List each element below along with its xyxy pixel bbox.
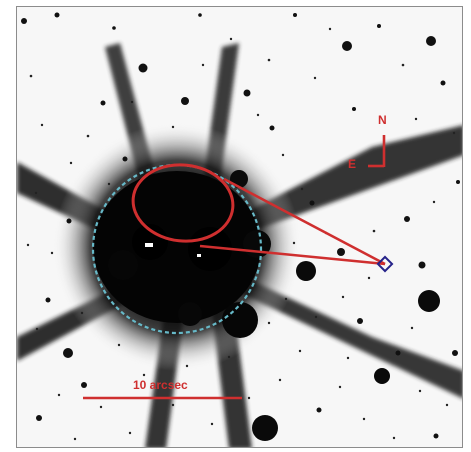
scale-bar: 10 arcsec bbox=[83, 378, 242, 400]
compass-north-label: N bbox=[378, 113, 387, 127]
diamond-marker-icon bbox=[376, 255, 394, 273]
bright-stars bbox=[21, 12, 460, 441]
saturated-core bbox=[53, 123, 301, 371]
bright-pixels bbox=[145, 243, 201, 257]
astronomy-image-panel: N E 10 arcsec bbox=[16, 6, 463, 448]
compass-east-label: E bbox=[348, 157, 356, 171]
compass-icon: N E bbox=[348, 113, 387, 171]
faint-stars bbox=[26, 27, 456, 441]
scale-bar-label: 10 arcsec bbox=[133, 378, 188, 392]
astronomy-image: N E 10 arcsec bbox=[17, 7, 462, 447]
highlight-overlay bbox=[131, 163, 394, 273]
